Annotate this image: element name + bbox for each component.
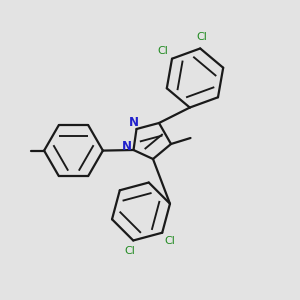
Text: Cl: Cl [125,247,136,256]
Text: Cl: Cl [197,32,208,42]
Text: Cl: Cl [158,46,169,56]
Text: N: N [122,140,132,154]
Text: Cl: Cl [165,236,176,246]
Text: N: N [128,116,139,129]
